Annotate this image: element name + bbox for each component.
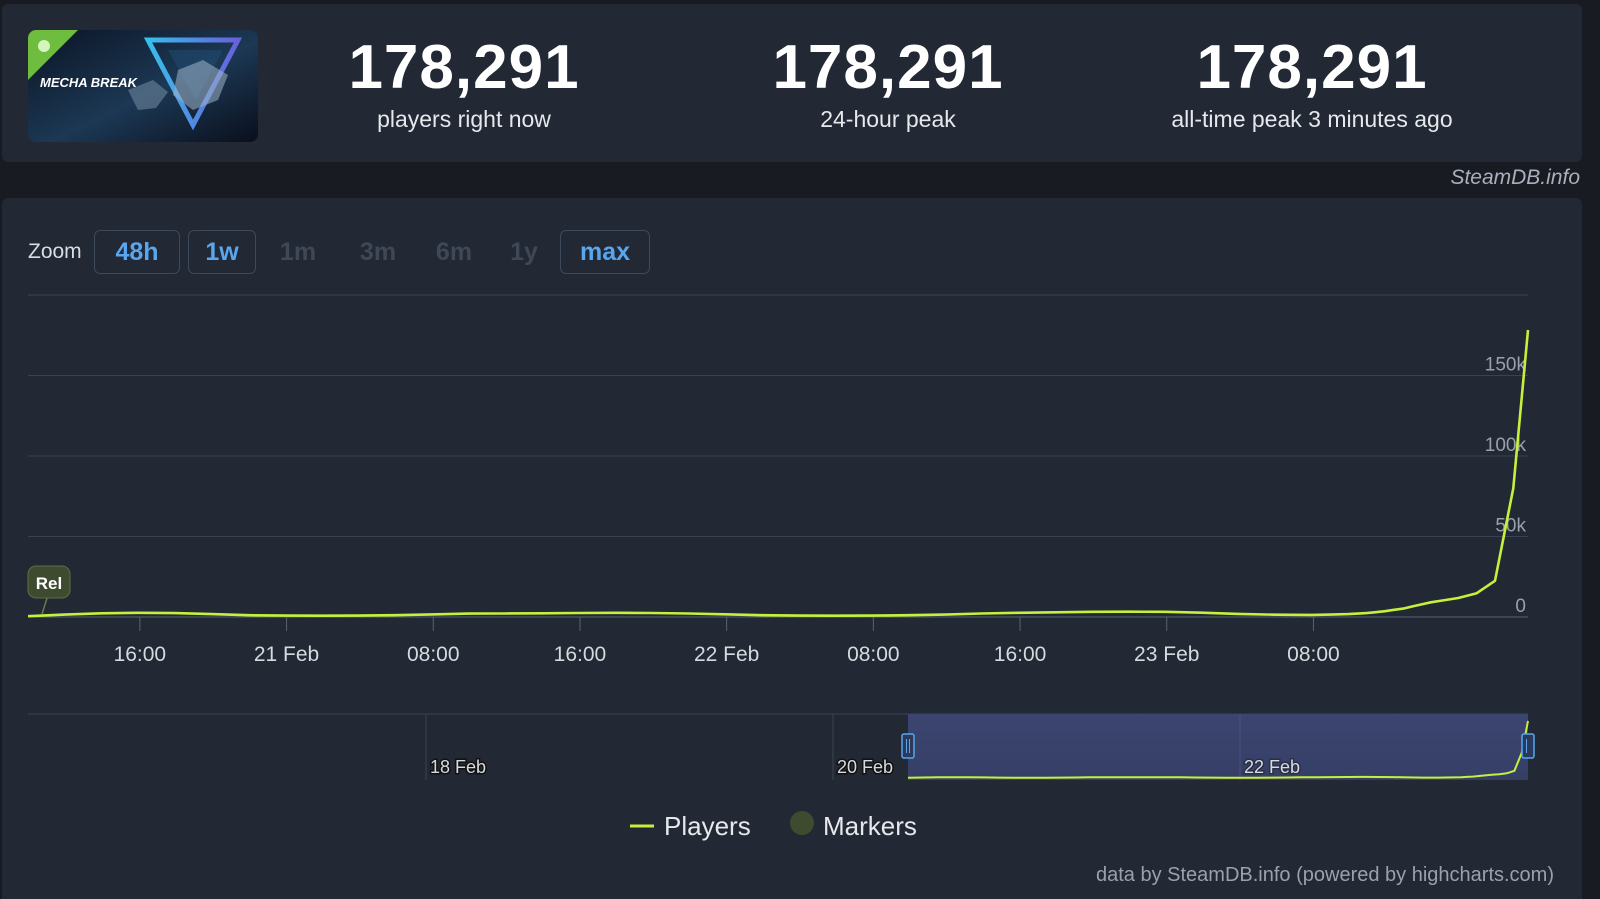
green-corner-badge-icon (38, 40, 50, 52)
steamdb-credit[interactable]: SteamDB.info (1450, 166, 1580, 189)
chart-legend: Players Markers (630, 811, 917, 841)
legend-label-players: Players (664, 811, 751, 841)
x-tick-label: 22 Feb (694, 643, 759, 666)
navigator-label-18feb: 18 Feb (430, 757, 486, 777)
navigator-label-22feb: 22 Feb (1244, 757, 1300, 777)
x-tick-label: 16:00 (554, 643, 607, 666)
legend-item-players[interactable]: Players (630, 811, 751, 841)
game-logo-text: MECHA BREAK (40, 75, 139, 90)
zoom-button-max[interactable]: max (560, 230, 650, 274)
x-tick-label: 16:00 (114, 643, 167, 666)
stat-label: players right now (377, 106, 551, 132)
stat-players-now: 178,291 players right now (254, 32, 674, 133)
stat-24h-peak: 178,291 24-hour peak (678, 32, 1098, 133)
stat-label: 24-hour peak (820, 106, 956, 132)
y-axis-labels: 0 50k 100k 150k (1485, 355, 1527, 618)
chart-panel: Zoom 48h 1w 1m 3m 6m 1y max 0 50k 100k 150k… (2, 198, 1582, 899)
legend-item-markers[interactable]: Markers (790, 811, 917, 841)
navigator-right-handle[interactable] (1521, 733, 1535, 759)
y-tick-label: 0 (1515, 596, 1526, 617)
navigator-selected-range[interactable] (908, 714, 1528, 780)
marker-flag[interactable] (27, 565, 71, 599)
zoom-label: Zoom (28, 240, 82, 263)
stat-value: 178,291 (772, 33, 1004, 102)
marker-label: Rel (36, 574, 62, 593)
stats-panel: MECHA BREAK 178,291 players right now 17… (2, 4, 1582, 162)
game-thumbnail[interactable]: MECHA BREAK (28, 30, 258, 142)
zoom-button-48h[interactable]: 48h (94, 230, 180, 274)
stat-all-time-peak: 178,291 all-time peak 3 minutes ago (1102, 32, 1522, 133)
release-marker[interactable]: Rel (27, 565, 71, 615)
zoom-button-1m[interactable]: 1m (279, 237, 317, 266)
y-tick-label: 150k (1485, 355, 1527, 376)
navigator-label-20feb: 20 Feb (837, 757, 893, 777)
x-tick-label: 08:00 (407, 643, 460, 666)
navigator-series-line (907, 720, 1529, 779)
x-tick-label: 16:00 (994, 643, 1047, 666)
stat-value: 178,291 (348, 33, 580, 102)
x-axis-labels: 16:00 21 Feb 08:00 16:00 22 Feb 08:00 16:00 23 … (114, 617, 1340, 666)
players-series-line[interactable] (27, 329, 1530, 618)
stat-label: all-time peak 3 minutes ago (1171, 106, 1453, 132)
player-count-chart[interactable]: 0 50k 100k 150k 16:00 21 Feb 08:00 16:00 22 Feb… (2, 198, 1582, 899)
x-tick-label: 21 Feb (254, 643, 319, 666)
y-tick-label: 100k (1485, 435, 1527, 456)
legend-label-markers: Markers (823, 811, 917, 841)
zoom-button-1w[interactable]: 1w (188, 230, 256, 274)
players-series[interactable] (27, 329, 1530, 618)
zoom-button-6m[interactable]: 6m (435, 237, 473, 266)
navigator-left-handle[interactable] (901, 733, 915, 759)
markers-legend-icon (790, 811, 814, 835)
chart-navigator[interactable]: 18 Feb 20 Feb 22 Feb (28, 713, 1535, 780)
y-tick-label: 50k (1495, 516, 1526, 537)
chart-gridlines (28, 294, 1528, 618)
zoom-button-3m[interactable]: 3m (359, 237, 397, 266)
x-tick-label: 08:00 (847, 643, 900, 666)
x-tick-label: 23 Feb (1134, 643, 1199, 666)
x-tick-label: 08:00 (1287, 643, 1340, 666)
highcharts-credit[interactable]: data by SteamDB.info (powered by highcha… (1096, 864, 1554, 886)
zoom-button-1y[interactable]: 1y (510, 237, 538, 266)
game-artwork-image: MECHA BREAK (28, 30, 258, 142)
stat-value: 178,291 (1196, 33, 1428, 102)
